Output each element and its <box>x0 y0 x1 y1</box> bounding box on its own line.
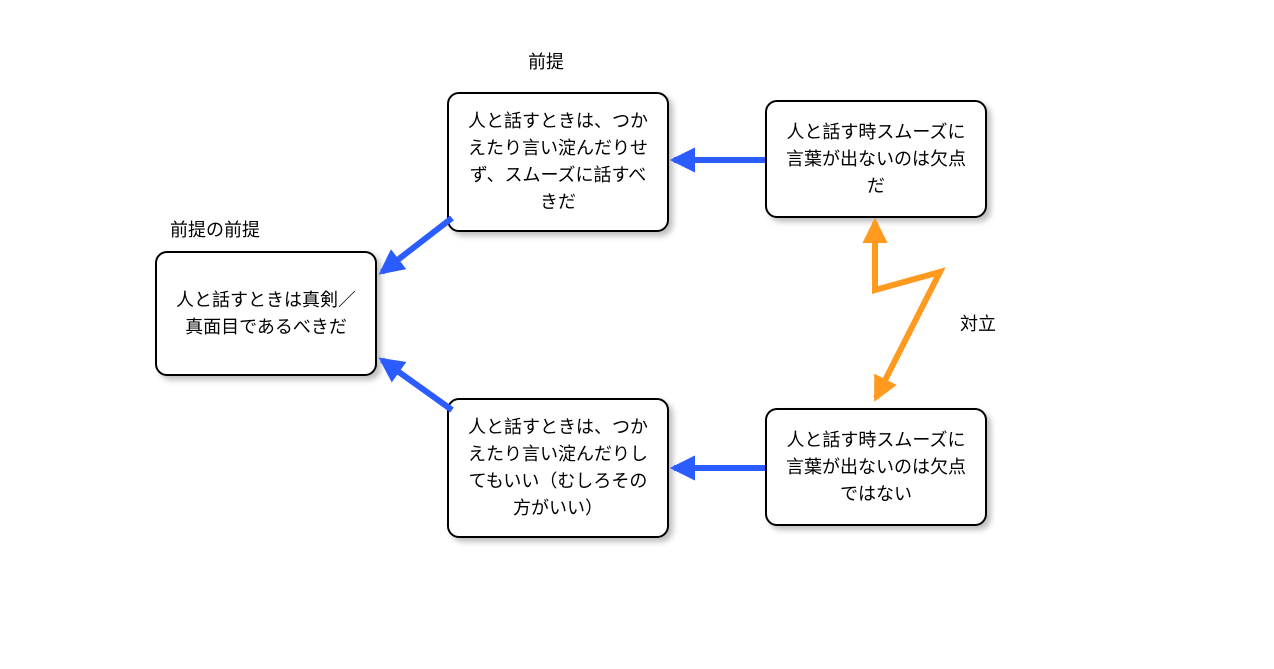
node-premise-bottom: 人と話すときは、つかえたり言い淀んだりしてもいい（むしろその方がいい） <box>447 398 669 538</box>
node-premise-top: 人と話すときは、つかえたり言い淀んだりせず、スムーズに話すべきだ <box>447 92 669 232</box>
edge-pt-to-root <box>382 218 452 272</box>
node-right-bottom: 人と話す時スムーズに言葉が出ないのは欠点ではない <box>765 408 987 526</box>
edge-conflict-zigzag <box>875 222 940 398</box>
label-premise-of-premise-text: 前提の前提 <box>170 220 260 240</box>
node-right-top: 人と話す時スムーズに言葉が出ないのは欠点だ <box>765 100 987 218</box>
label-premise-of-premise: 前提の前提 <box>170 216 260 242</box>
node-right-bottom-text: 人と話す時スムーズに言葉が出ないのは欠点ではない <box>781 427 971 508</box>
node-premise-bottom-text: 人と話すときは、つかえたり言い淀んだりしてもいい（むしろその方がいい） <box>463 414 653 522</box>
edge-pb-to-root <box>382 360 452 410</box>
label-premise: 前提 <box>528 48 564 74</box>
label-conflict-text: 対立 <box>960 314 996 334</box>
label-conflict: 対立 <box>960 310 996 336</box>
label-premise-text: 前提 <box>528 52 564 72</box>
node-root: 人と話すときは真剣／真面目であるべきだ <box>155 251 377 376</box>
node-premise-top-text: 人と話すときは、つかえたり言い淀んだりせず、スムーズに話すべきだ <box>463 108 653 216</box>
node-right-top-text: 人と話す時スムーズに言葉が出ないのは欠点だ <box>781 119 971 200</box>
node-root-text: 人と話すときは真剣／真面目であるべきだ <box>171 287 361 341</box>
